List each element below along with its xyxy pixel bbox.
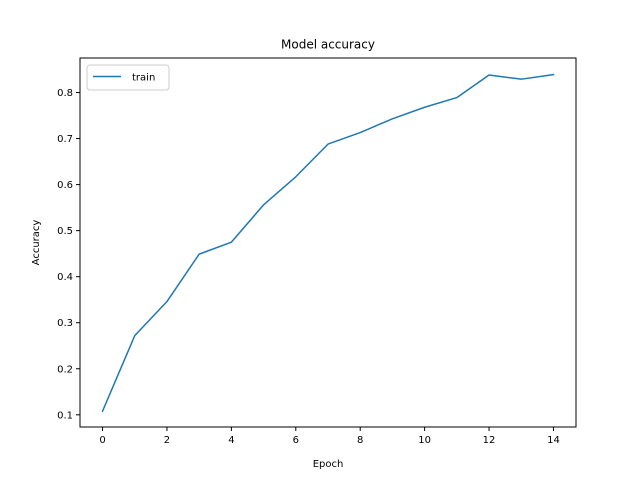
x-axis-label: Epoch	[313, 459, 344, 470]
x-tick-label: 2	[164, 435, 170, 446]
legend-box	[86, 64, 170, 91]
x-axis: 0 2 4 6 8 10 12 14	[99, 427, 560, 446]
x-tick-label: 14	[547, 435, 560, 446]
y-tick-label: 0.3	[57, 318, 73, 329]
y-axis: 0.1 0.2 0.3 0.4 0.5 0.6 0.7 0.8	[57, 88, 80, 421]
x-tick-label: 4	[228, 435, 234, 446]
x-tick-label: 12	[483, 435, 496, 446]
legend-label-train: train	[132, 73, 155, 84]
series-layer	[101, 73, 555, 413]
y-tick-label: 0.8	[57, 88, 73, 99]
x-tick-label: 10	[418, 435, 431, 446]
x-tick-label: 0	[99, 435, 105, 446]
y-tick-label: 0.7	[57, 134, 73, 145]
x-tick-label: 8	[357, 435, 363, 446]
y-tick-label: 0.2	[57, 364, 73, 375]
x-tick-label: 6	[293, 435, 299, 446]
series-line-train	[101, 73, 555, 413]
axes-frame	[79, 57, 577, 428]
y-tick-label: 0.5	[57, 226, 73, 237]
y-tick-label: 0.4	[57, 272, 73, 283]
y-tick-label: 0.1	[57, 410, 73, 421]
y-tick-label: 0.6	[57, 180, 73, 191]
legend: train	[86, 64, 170, 91]
y-axis-label: Accuracy	[31, 220, 42, 266]
chart-title: Model accuracy	[281, 38, 375, 52]
